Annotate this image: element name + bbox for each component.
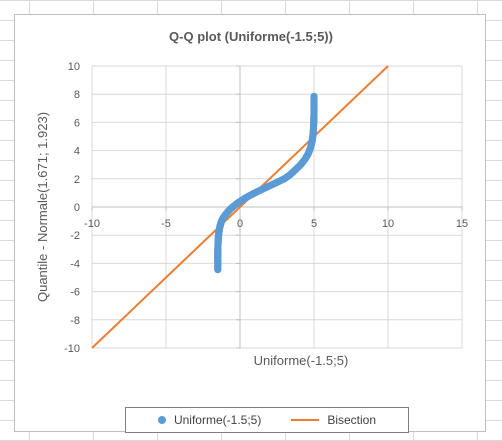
legend-marker-line — [291, 419, 320, 421]
tick-labels: 10 8 6 4 2 0 -2 -4 -6 -8 -10 -10 -5 0 5 10 15 — [64, 61, 468, 355]
x-tick-label: 15 — [456, 218, 468, 230]
series-layer — [91, 65, 389, 349]
x-tick-label: 5 — [311, 218, 317, 230]
y-tick-label: -2 — [70, 230, 80, 242]
legend-marker-dot — [157, 416, 166, 424]
y-tick-label: -10 — [64, 343, 80, 355]
x-tick-label: -5 — [161, 218, 171, 230]
y-tick-label: -8 — [70, 315, 80, 327]
x-axis-title: Uniforme(-1.5;5) — [254, 353, 349, 368]
axes — [91, 65, 463, 349]
y-tick-label: -4 — [70, 258, 80, 270]
legend-item-uniforme: Uniforme(-1.5;5) — [157, 413, 262, 427]
y-tick-label: 2 — [74, 174, 80, 186]
qq-plot: Q-Q plot (Uniforme(-1.5;5)) 10 8 6 4 2 0 -2 -4 -… — [35, 29, 468, 368]
chart-title: Q-Q plot (Uniforme(-1.5;5)) — [169, 29, 333, 44]
x-tick-label: 10 — [382, 218, 394, 230]
legend: Uniforme(-1.5;5) Bisection — [125, 407, 409, 433]
y-tick-label: 6 — [74, 117, 80, 129]
y-tick-label: 0 — [74, 202, 80, 214]
bisection-line — [91, 65, 389, 349]
chart-area[interactable]: Q-Q plot (Uniforme(-1.5;5)) 10 8 6 4 2 0 -2 -4 -… — [14, 14, 486, 433]
legend-label-bisection: Bisection — [327, 413, 377, 427]
x-tick-label: -10 — [84, 218, 100, 230]
legend-item-bisection: Bisection — [291, 413, 376, 427]
data-point — [310, 92, 318, 100]
y-tick-label: 4 — [74, 146, 80, 158]
legend-label-uniforme: Uniforme(-1.5;5) — [173, 413, 262, 427]
x-tick-label: 0 — [237, 218, 243, 230]
y-tick-label: 8 — [74, 89, 80, 101]
y-tick-label: -6 — [70, 287, 80, 299]
y-tick-label: 10 — [68, 61, 80, 73]
y-axis-title: Quantile - Normale(1.671; 1.923) — [35, 112, 50, 302]
